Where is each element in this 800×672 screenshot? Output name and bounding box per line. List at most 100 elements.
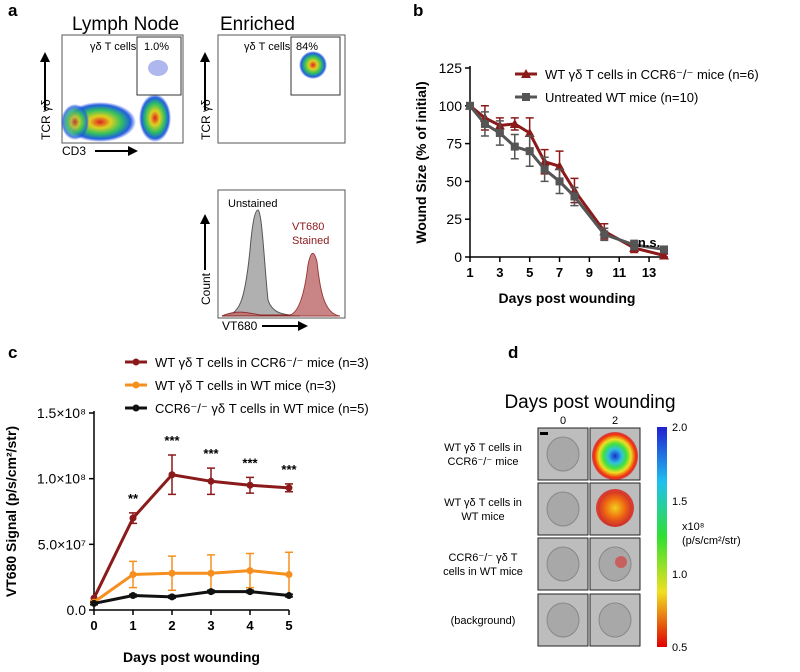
imaging-panel: Days post wounding 0 2 WT γδ T cells in C…: [443, 392, 741, 654]
gate-value: 1.0%: [144, 41, 169, 53]
data-point: [540, 165, 549, 174]
y-tick-label: 0: [454, 249, 462, 265]
series-line: [93, 590, 290, 605]
wound: [546, 436, 580, 472]
legend-label: Unstained: [228, 198, 278, 210]
data-point: [555, 177, 564, 186]
legend-label: VT680: [292, 221, 324, 233]
panel-label: d: [508, 343, 518, 362]
data-point: [129, 592, 137, 600]
gate-value: 84%: [296, 41, 318, 53]
x-tick-label: 5: [285, 618, 292, 633]
y-axis-label: Wound Size (% of initial): [413, 81, 429, 243]
data-point: [495, 129, 504, 138]
legend-label: WT γδ T cells in CCR6⁻/⁻ mice (n=3): [155, 355, 369, 370]
y-tick-label: 1.0×10⁸: [37, 471, 86, 487]
signal: [615, 556, 627, 568]
x-tick-label: 2: [168, 618, 175, 633]
wound: [598, 546, 632, 582]
colorbar-label: 0.5: [672, 642, 687, 654]
x-tick-label: 9: [586, 265, 593, 280]
data-point: [168, 569, 176, 577]
flow-plot: Lymph Node γδ T cells 1.0% TCR γδ CD3: [39, 14, 184, 158]
row-label: cells in WT mice: [443, 566, 523, 578]
data-point: [207, 569, 215, 577]
colorbar-unit: x10⁸: [682, 521, 704, 533]
y-tick-label: 125: [439, 60, 463, 76]
data-point: [168, 471, 176, 479]
colorbar-label: 2.0: [672, 422, 687, 434]
data-point: [524, 128, 535, 138]
x-tick-label: 1: [129, 618, 136, 633]
data-point: [246, 588, 254, 596]
legend-marker: [132, 381, 140, 389]
y-tick-label: 75: [446, 136, 462, 152]
y-tick-label: 100: [439, 98, 463, 114]
colorbar-unit: (p/s/cm²/str): [682, 535, 741, 547]
data-point: [554, 161, 565, 171]
x-tick-label: 7: [556, 265, 563, 280]
data-point: [510, 142, 519, 151]
gate-label: γδ T cells: [90, 41, 137, 53]
x-label: CD3: [62, 144, 86, 158]
x-tick-label: 5: [526, 265, 533, 280]
legend-label: WT γδ T cells in CCR6⁻/⁻ mice (n=6): [545, 67, 759, 82]
data-point: [129, 514, 137, 522]
x-axis-label: Days post wounding: [123, 649, 260, 665]
data-point: [207, 588, 215, 596]
data-point: [509, 118, 520, 128]
row-label: WT γδ T cells in: [444, 497, 522, 509]
data-point: [570, 192, 579, 201]
legend-marker: [521, 69, 531, 78]
y-tick-label: 1.5×10⁸: [37, 405, 86, 421]
panel-label: c: [8, 343, 17, 362]
data-point: [285, 592, 293, 600]
gate-label: γδ T cells: [244, 41, 291, 53]
legend-label: WT γδ T cells in WT mice (n=3): [155, 378, 336, 393]
x-label: VT680: [222, 319, 258, 333]
legend-marker: [132, 404, 140, 412]
colorbar-label: 1.0: [672, 569, 687, 581]
y-label: TCR γδ: [39, 99, 53, 140]
annotation: ***: [281, 462, 297, 477]
data-point: [659, 250, 669, 260]
x-tick-label: 4: [246, 618, 254, 633]
data-point: [207, 477, 215, 485]
plot-title: Enriched: [220, 14, 295, 35]
signal: [592, 432, 638, 480]
signal: [596, 489, 634, 527]
row-label: WT mice: [461, 511, 504, 523]
legend-marker: [132, 358, 140, 366]
x-tick-label: 3: [496, 265, 503, 280]
histogram: Unstained VT680 Stained Count VT680: [199, 189, 346, 333]
data-point: [246, 567, 254, 575]
panel-label: b: [413, 1, 423, 20]
data-point: [285, 571, 293, 579]
y-tick-label: 0.0: [67, 602, 87, 618]
wound: [546, 491, 580, 527]
annotation: **: [128, 491, 139, 506]
flow-plot: Enriched γδ T cells 84% TCR γδ: [199, 14, 346, 144]
row-label: CCR6⁻/⁻ γδ T: [448, 552, 517, 564]
data-point: [285, 484, 293, 492]
column-label: 0: [560, 415, 566, 427]
wound: [546, 602, 580, 638]
y-label: Count: [199, 272, 213, 305]
row-label: WT γδ T cells in: [444, 442, 522, 454]
data-point: [480, 119, 489, 128]
data-point: [90, 599, 98, 607]
colorbar-label: 1.5: [672, 496, 687, 508]
annotation: ***: [242, 455, 258, 470]
data-point: [168, 593, 176, 601]
row-label: (background): [451, 615, 516, 627]
row-label: CCR6⁻/⁻ mice: [448, 456, 519, 468]
annotation: ***: [203, 446, 219, 461]
column-label: 2: [612, 415, 618, 427]
wound: [598, 602, 632, 638]
panel-label: a: [8, 1, 18, 20]
panel-title: Days post wounding: [504, 392, 675, 413]
legend-label: Untreated WT mice (n=10): [545, 90, 698, 105]
y-tick-label: 25: [446, 211, 462, 227]
annotation: ***: [164, 433, 180, 448]
legend-label: CCR6⁻/⁻ γδ T cells in WT mice (n=5): [155, 401, 369, 416]
